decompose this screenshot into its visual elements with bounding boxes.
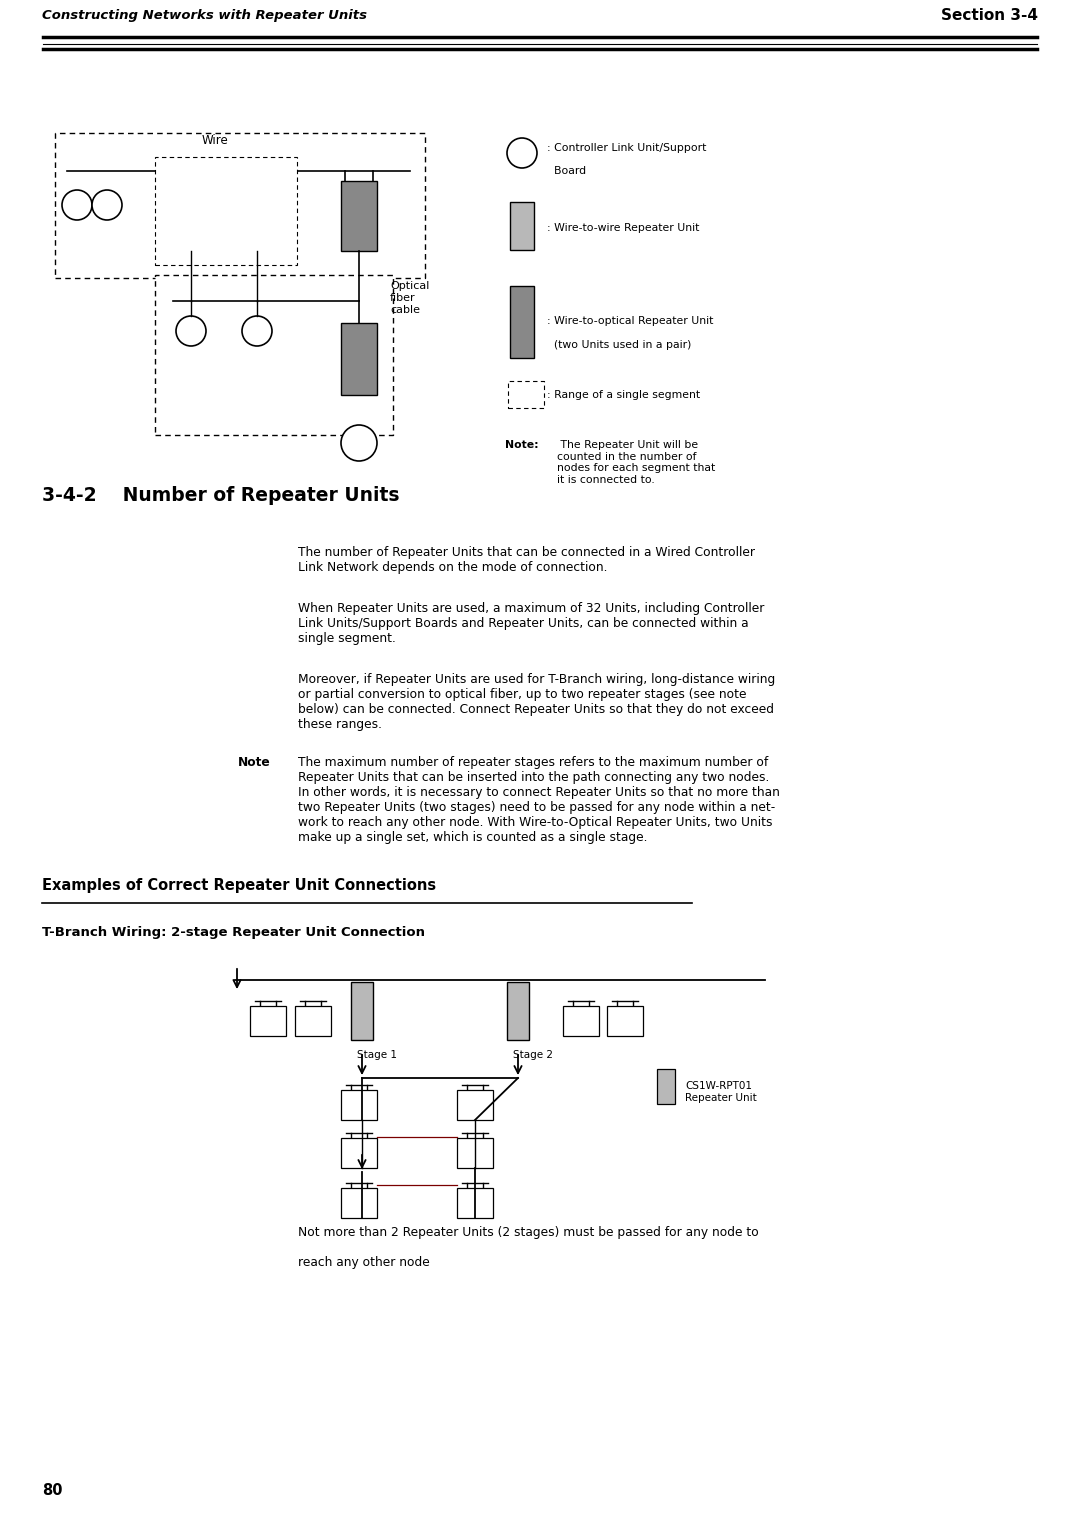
FancyBboxPatch shape	[507, 983, 529, 1041]
Text: Moreover, if Repeater Units are used for T-Branch wiring, long-distance wiring
o: Moreover, if Repeater Units are used for…	[298, 672, 775, 730]
FancyBboxPatch shape	[341, 1089, 377, 1120]
Circle shape	[176, 316, 206, 345]
Text: 3-4-2    Number of Repeater Units: 3-4-2 Number of Repeater Units	[42, 486, 400, 504]
Text: Note:: Note:	[505, 440, 539, 451]
Text: : Wire-to-optical Repeater Unit: : Wire-to-optical Repeater Unit	[546, 316, 714, 325]
Text: The maximum number of repeater stages refers to the maximum number of
Repeater U: The maximum number of repeater stages re…	[298, 756, 780, 843]
Text: reach any other node: reach any other node	[298, 1256, 430, 1268]
Text: T-Branch Wiring: 2-stage Repeater Unit Connection: T-Branch Wiring: 2-stage Repeater Unit C…	[42, 926, 426, 940]
Text: When Repeater Units are used, a maximum of 32 Units, including Controller
Link U: When Repeater Units are used, a maximum …	[298, 602, 765, 645]
Text: : Wire-to-wire Repeater Unit: : Wire-to-wire Repeater Unit	[546, 223, 700, 232]
FancyBboxPatch shape	[510, 202, 534, 251]
FancyBboxPatch shape	[457, 1187, 492, 1218]
FancyBboxPatch shape	[563, 1005, 599, 1036]
FancyBboxPatch shape	[607, 1005, 643, 1036]
FancyBboxPatch shape	[457, 1138, 492, 1167]
Text: Wire: Wire	[202, 134, 228, 148]
FancyBboxPatch shape	[341, 1138, 377, 1167]
FancyBboxPatch shape	[295, 1005, 330, 1036]
Text: Constructing Networks with Repeater Units: Constructing Networks with Repeater Unit…	[42, 9, 367, 21]
FancyBboxPatch shape	[249, 1005, 286, 1036]
Text: Board: Board	[546, 167, 586, 176]
Circle shape	[507, 138, 537, 168]
FancyBboxPatch shape	[341, 180, 377, 251]
Text: Note: Note	[238, 756, 271, 769]
Text: 80: 80	[42, 1484, 63, 1497]
FancyBboxPatch shape	[55, 133, 426, 278]
FancyBboxPatch shape	[341, 1187, 377, 1218]
Text: : Range of a single segment: : Range of a single segment	[546, 390, 700, 400]
FancyBboxPatch shape	[173, 180, 210, 251]
Text: Stage 2: Stage 2	[513, 1050, 553, 1060]
Circle shape	[242, 316, 272, 345]
FancyBboxPatch shape	[239, 180, 275, 251]
Circle shape	[92, 189, 122, 220]
Text: Not more than 2 Repeater Units (2 stages) must be passed for any node to: Not more than 2 Repeater Units (2 stages…	[298, 1225, 759, 1239]
FancyBboxPatch shape	[657, 1070, 675, 1105]
FancyBboxPatch shape	[156, 275, 393, 435]
Text: The number of Repeater Units that can be connected in a Wired Controller
Link Ne: The number of Repeater Units that can be…	[298, 545, 755, 575]
Text: : Controller Link Unit/Support: : Controller Link Unit/Support	[546, 144, 706, 153]
Circle shape	[341, 425, 377, 461]
Text: Section 3-4: Section 3-4	[941, 8, 1038, 23]
Text: Examples of Correct Repeater Unit Connections: Examples of Correct Repeater Unit Connec…	[42, 879, 436, 892]
FancyBboxPatch shape	[508, 380, 544, 408]
Text: CS1W-RPT01
Repeater Unit: CS1W-RPT01 Repeater Unit	[685, 1082, 757, 1103]
Text: Stage 1: Stage 1	[357, 1050, 397, 1060]
FancyBboxPatch shape	[156, 157, 297, 264]
FancyBboxPatch shape	[457, 1089, 492, 1120]
Text: The Repeater Unit will be
counted in the number of
nodes for each segment that
i: The Repeater Unit will be counted in the…	[557, 440, 715, 484]
FancyBboxPatch shape	[341, 322, 377, 396]
Text: Optical
fiber
cable: Optical fiber cable	[390, 281, 430, 315]
FancyBboxPatch shape	[351, 983, 373, 1041]
Text: (two Units used in a pair): (two Units used in a pair)	[546, 341, 691, 350]
Circle shape	[62, 189, 92, 220]
FancyBboxPatch shape	[510, 286, 534, 358]
